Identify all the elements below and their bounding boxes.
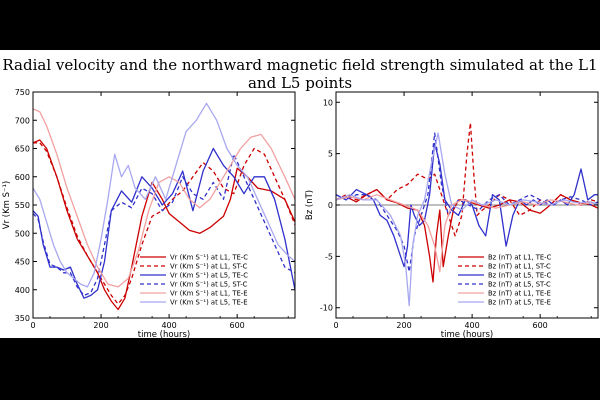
velocity-x-tick-label: 600 xyxy=(230,321,245,330)
velocity-legend: Vr (Km S⁻¹) at L1, TE-CVr (Km S⁻¹) at L1… xyxy=(140,254,248,307)
velocity-legend-label: Vr (Km S⁻¹) at L5, ST-C xyxy=(170,281,248,289)
figure-background xyxy=(0,50,600,338)
velocity-legend-label: Vr (Km S⁻¹) at L5, TE-E xyxy=(170,299,248,307)
velocity-y-tick-label: 400 xyxy=(15,286,30,295)
bz-y-tick-label: 0 xyxy=(328,201,333,210)
bz-x-tick-label: 0 xyxy=(333,321,338,330)
bz-series-line-1 xyxy=(336,122,598,237)
velocity-y-tick-label: 450 xyxy=(15,258,30,267)
bz-legend-label: Bz (nT) at L1, TE-C xyxy=(488,254,552,262)
velocity-y-tick-label: 500 xyxy=(15,229,30,238)
bz-x-axis-label: time (hours) xyxy=(441,330,493,340)
velocity-series-line-5 xyxy=(33,102,295,288)
velocity-series-line-4 xyxy=(33,108,295,288)
bz-legend-label: Bz (nT) at L5, ST-C xyxy=(488,281,551,289)
velocity-series-line-1 xyxy=(33,142,295,305)
velocity-legend-label: Vr (Km S⁻¹) at L1, TE-E xyxy=(170,290,248,298)
bz-x-tick-label: 400 xyxy=(464,321,479,330)
velocity-x-tick-label: 400 xyxy=(161,321,176,330)
bz-legend-label: Bz (nT) at L1, TE-E xyxy=(488,290,551,298)
velocity-y-axis-label: Vr (Km S⁻¹) xyxy=(2,181,12,230)
velocity-y-tick-label: 750 xyxy=(15,88,30,97)
bz-chart: 0 200 400 600 -10 -5 0 5 10 time (hours) Bz (nT) Bz… xyxy=(305,91,599,340)
velocity-y-tick-label: 350 xyxy=(15,314,30,323)
velocity-chart: 0 200 400 600 350 400 450 500 550 600 650 700 750 tim… xyxy=(2,88,296,340)
bz-x-tick-label: 600 xyxy=(533,321,548,330)
bz-y-axis-label: Bz (nT) xyxy=(305,190,315,220)
velocity-series-line-0 xyxy=(33,139,295,311)
velocity-legend-label: Vr (Km S⁻¹) at L1, TE-C xyxy=(170,254,248,262)
velocity-y-tick-label: 550 xyxy=(15,201,30,210)
bz-series-line-4 xyxy=(336,194,598,273)
velocity-series-group xyxy=(33,102,295,311)
bz-series-group xyxy=(336,122,598,307)
bz-y-tick-label: -10 xyxy=(320,304,333,313)
velocity-x-tick-label: 0 xyxy=(30,321,35,330)
velocity-x-tick-label: 200 xyxy=(93,321,108,330)
bz-legend: Bz (nT) at L1, TE-CBz (nT) at L1, ST-CBz… xyxy=(458,254,552,307)
velocity-legend-label: Vr (Km S⁻¹) at L5, TE-C xyxy=(170,272,248,280)
bz-series-line-5 xyxy=(336,132,598,307)
bz-legend-label: Bz (nT) at L5, TE-E xyxy=(488,299,551,307)
velocity-series-line-3 xyxy=(33,153,295,297)
velocity-x-axis-label: time (hours) xyxy=(138,330,190,340)
bz-legend-label: Bz (nT) at L1, ST-C xyxy=(488,263,551,271)
bz-series-line-0 xyxy=(336,188,598,283)
velocity-y-tick-label: 600 xyxy=(15,173,30,182)
velocity-series-line-2 xyxy=(33,147,295,299)
figure-title: Radial velocity and the northward magnet… xyxy=(2,56,598,92)
bz-y-tick-label: -5 xyxy=(325,252,333,261)
bz-series-line-2 xyxy=(336,142,598,268)
velocity-y-tick-label: 650 xyxy=(15,145,30,154)
velocity-legend-label: Vr (Km S⁻¹) at L1, ST-C xyxy=(170,263,248,271)
velocity-y-tick-label: 700 xyxy=(15,116,30,125)
bz-x-tick-label: 200 xyxy=(396,321,411,330)
bz-legend-label: Bz (nT) at L5, TE-C xyxy=(488,272,552,280)
bz-y-tick-label: 5 xyxy=(328,150,333,159)
bz-y-tick-label: 10 xyxy=(323,98,333,107)
